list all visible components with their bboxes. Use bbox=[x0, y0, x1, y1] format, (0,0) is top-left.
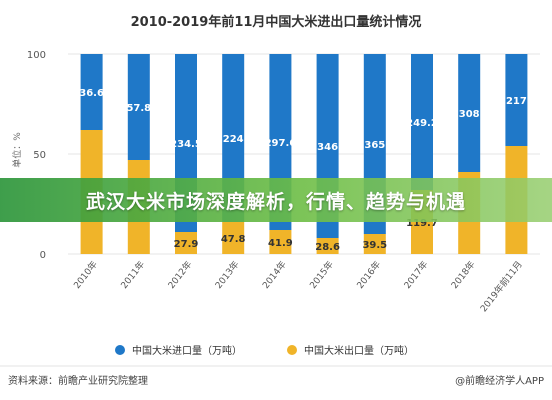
data-label-import: 365 bbox=[364, 140, 385, 151]
bar-export bbox=[316, 238, 339, 254]
y-axis-label: 单位：% bbox=[11, 132, 23, 168]
data-label-import: 346 bbox=[317, 142, 338, 153]
legend-marker bbox=[287, 345, 297, 355]
legend-label: 中国大米出口量（万吨） bbox=[304, 344, 414, 357]
y-ticks: 0 50 100 bbox=[27, 50, 46, 261]
x-tick-label: 2017年 bbox=[401, 258, 430, 291]
bar-export bbox=[175, 232, 197, 254]
bar-export bbox=[269, 230, 292, 254]
bar-import bbox=[458, 54, 481, 172]
data-label-export: 39.5 bbox=[362, 240, 387, 251]
x-tick-label: 2010年 bbox=[71, 258, 100, 291]
x-tick-label: 2019年前11月 bbox=[478, 258, 525, 314]
data-label-import: 234.5 bbox=[170, 139, 202, 150]
x-tick-label: 2012年 bbox=[165, 258, 194, 291]
x-ticks: 2010年 2011年 2012年 2013年 2014年 2015年 2016年 2017年… bbox=[71, 258, 525, 314]
bar-export bbox=[363, 234, 386, 254]
data-label-import: 297.6 bbox=[265, 138, 297, 149]
data-label-import: 249.2 bbox=[406, 118, 438, 129]
data-label-export: 47.8 bbox=[221, 234, 246, 245]
x-tick-label: 2018年 bbox=[448, 258, 477, 291]
x-tick-label: 2014年 bbox=[260, 258, 289, 291]
data-label-import: 36.6 bbox=[79, 88, 104, 99]
bar-import bbox=[80, 54, 103, 130]
bar-import bbox=[505, 54, 528, 146]
legend-marker bbox=[115, 345, 125, 355]
y-tick-label: 0 bbox=[40, 250, 46, 261]
data-label-import: 224 bbox=[223, 134, 244, 145]
y-tick-label: 100 bbox=[27, 50, 46, 61]
chart-title: 2010-2019年前11月中国大米进出口量统计情况 bbox=[131, 14, 422, 30]
x-tick-label: 2015年 bbox=[307, 258, 336, 291]
legend: 中国大米进口量（万吨） 中国大米出口量（万吨） bbox=[115, 344, 414, 357]
data-label-import: 308 bbox=[459, 109, 480, 120]
data-label-export: 28.6 bbox=[315, 242, 340, 253]
data-label-import: 217 bbox=[506, 96, 527, 107]
headline-banner: 武汉大米市场深度解析，行情、趋势与机遇 bbox=[0, 178, 552, 222]
footer-source: 资料来源：前瞻产业研究院整理 bbox=[8, 374, 148, 387]
footer-brand: @前瞻经济学人APP bbox=[455, 374, 544, 387]
data-label-import: 57.8 bbox=[126, 103, 151, 114]
data-labels: 36.6 57.8 234.5 27.9 224 47.8 297.6 41.9 346 28.6… bbox=[79, 88, 527, 253]
legend-label: 中国大米进口量（万吨） bbox=[132, 344, 242, 357]
x-tick-label: 2016年 bbox=[354, 258, 383, 291]
data-label-export: 41.9 bbox=[268, 238, 293, 249]
x-tick-label: 2013年 bbox=[212, 258, 241, 291]
x-tick-label: 2011年 bbox=[118, 258, 147, 291]
y-tick-label: 50 bbox=[33, 150, 46, 161]
bar-export bbox=[222, 222, 245, 254]
data-label-export: 119.7 bbox=[406, 218, 438, 229]
bar-import bbox=[127, 54, 150, 160]
headline-text: 武汉大米市场深度解析，行情、趋势与机遇 bbox=[85, 190, 466, 213]
data-label-export: 27.9 bbox=[174, 239, 199, 250]
bar-import bbox=[411, 54, 433, 190]
